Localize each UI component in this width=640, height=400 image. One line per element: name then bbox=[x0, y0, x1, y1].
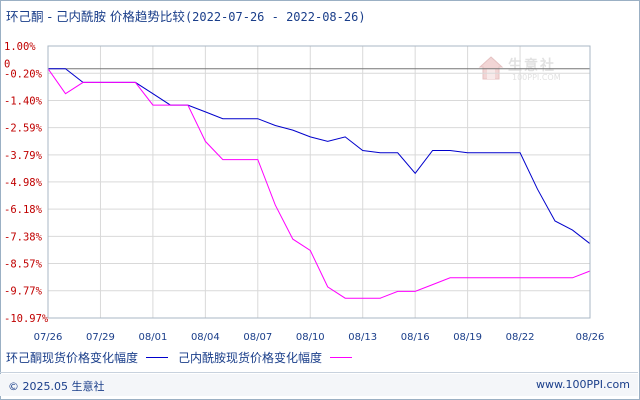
zero-label: 0 bbox=[4, 59, 10, 71]
legend-swatch bbox=[330, 357, 353, 358]
series-line-caprolactam bbox=[47, 68, 591, 299]
grid bbox=[47, 45, 591, 319]
plot-border bbox=[47, 45, 591, 319]
copyright-text: © 2025.05 生意社 bbox=[8, 380, 105, 393]
y-tick-label: -9.77% bbox=[4, 286, 43, 298]
x-tick-label: 08/16 bbox=[401, 332, 430, 343]
y-tick-label: -4.98% bbox=[4, 177, 43, 189]
series-line-cyclohexanone bbox=[48, 68, 591, 245]
x-tick-label: 07/26 bbox=[34, 332, 63, 343]
watermark-url: 100PPI.COM bbox=[512, 73, 561, 82]
y-tick-label: -0.20% bbox=[4, 68, 43, 80]
legend-swatch bbox=[146, 357, 169, 358]
y-tick-label: -10.97% bbox=[4, 313, 49, 325]
x-tick-label: 08/13 bbox=[348, 332, 377, 343]
y-axis-labels: 1.00% -0.20% -1.40% -2.59% -3.79% -4.98% -6.18… bbox=[4, 41, 49, 325]
x-tick-label: 08/19 bbox=[453, 332, 482, 343]
y-tick-label: -8.57% bbox=[4, 258, 43, 270]
y-tick-label: -2.59% bbox=[4, 123, 43, 135]
legend-label: 环己酮现货价格变化幅度 bbox=[6, 351, 139, 365]
footer-divider bbox=[0, 372, 638, 373]
title-text: 环己酮 - 己内酰胺 价格趋势比较 bbox=[6, 9, 185, 24]
legend-item-caprolactam: 己内酰胺现货价格变化幅度 bbox=[178, 349, 353, 366]
footer-bar bbox=[0, 374, 638, 396]
y-tick-label: -6.18% bbox=[4, 204, 43, 216]
x-tick-label: 08/01 bbox=[138, 332, 167, 343]
x-tick-label: 08/04 bbox=[191, 332, 220, 343]
site-link[interactable]: www.100PPI.com bbox=[536, 378, 630, 391]
x-tick-label: 08/07 bbox=[243, 332, 272, 343]
x-tick-label: 07/29 bbox=[86, 332, 115, 343]
legend-item-cyclohexanone: 环己酮现货价格变化幅度 bbox=[6, 349, 169, 366]
x-tick-label: 08/26 bbox=[576, 332, 605, 343]
watermark-text: 生意社 bbox=[508, 58, 556, 74]
series-lines bbox=[47, 68, 591, 299]
x-axis-labels: 07/26 07/29 08/01 08/04 08/07 08/10 08/13 08/16… bbox=[34, 332, 605, 343]
y-tick-label: -7.38% bbox=[4, 231, 43, 243]
date-range: (2022-07-26 - 2022-08-26) bbox=[184, 10, 366, 24]
y-tick-label: -1.40% bbox=[4, 96, 43, 108]
y-tick-label: -3.79% bbox=[4, 150, 43, 162]
legend-label: 己内酰胺现货价格变化幅度 bbox=[178, 351, 323, 365]
x-tick-label: 08/10 bbox=[296, 332, 325, 343]
y-tick-label: 1.00% bbox=[4, 41, 36, 53]
chart-title: 环己酮 - 己内酰胺 价格趋势比较(2022-07-26 - 2022-08-2… bbox=[6, 6, 366, 25]
x-tick-label: 08/22 bbox=[506, 332, 535, 343]
legend: 环己酮现货价格变化幅度 己内酰胺现货价格变化幅度 bbox=[6, 349, 362, 366]
